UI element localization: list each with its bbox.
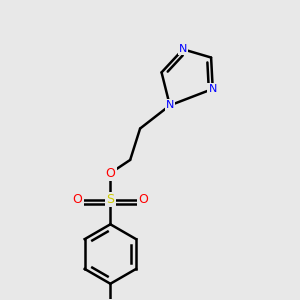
- Text: O: O: [72, 193, 82, 206]
- Text: N: N: [166, 100, 174, 110]
- Text: S: S: [106, 193, 114, 206]
- Text: N: N: [208, 84, 217, 94]
- Text: O: O: [139, 193, 148, 206]
- Text: N: N: [179, 44, 187, 54]
- Text: O: O: [105, 167, 115, 180]
